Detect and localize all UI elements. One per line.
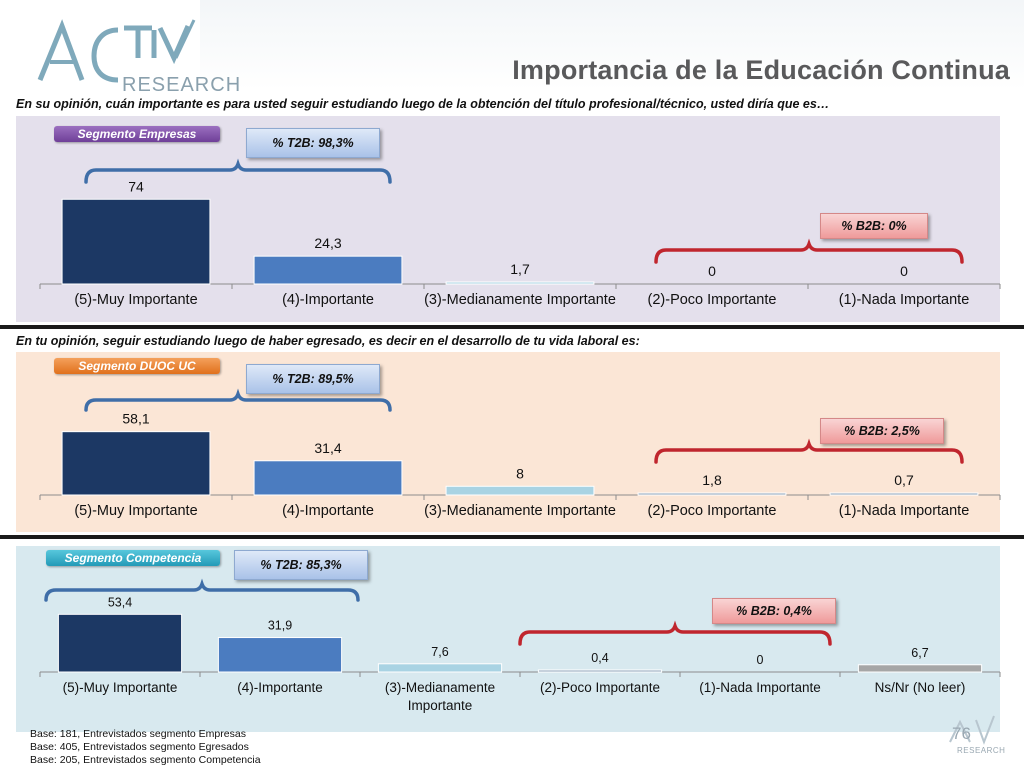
chart-1-category-label-5: (1)-Nada Importante [839,292,970,308]
segment-tag-empresas: Segmento Empresas [54,126,220,142]
chart-1-t2b-bracket [84,158,392,184]
chart-2-value-label-1: 58,1 [122,411,149,427]
base-note-egresados: Base: 405, Entrevistados segmento Egresa… [30,741,249,753]
b2b-box-competencia: % B2B: 0,4% [712,598,836,624]
chart-1-value-label-1: 74 [128,178,144,194]
b2b-box-empresas: % B2B: 0% [820,213,928,239]
chart-3-value-label-5: 0 [757,653,764,667]
chart-1-value-label-5: 0 [900,263,908,279]
b2b-box-duoc: % B2B: 2,5% [820,418,944,444]
chart-2-b2b-bracket [654,438,964,464]
segment-tag-duoc: Segmento DUOC UC [54,358,220,374]
chart-3-value-label-2: 31,9 [268,619,292,633]
logo-mark-icon [37,19,196,83]
chart-2-category-label-3: (3)-Medianamente Importante [424,503,616,519]
chart-3-value-label-6: 6,7 [911,646,928,660]
chart-1-bar-2 [253,255,403,285]
chart-1-bar-1 [61,198,211,285]
chart-2-bar-4 [637,492,787,496]
chart-1-value-label-2: 24,3 [314,235,341,251]
chart-2-category-label-5: (1)-Nada Importante [839,503,970,519]
chart-1-category-label-3: (3)-Medianamente Importante [424,292,616,308]
chart-3-bar-2 [217,637,343,673]
t2b-box-competencia: % T2B: 85,3% [234,550,368,580]
base-note-empresas: Base: 181, Entrevistados segmento Empres… [30,728,246,740]
chart-3-category-label-1: (5)-Muy Importante [63,680,178,695]
t2b-box-duoc: % T2B: 89,5% [246,364,380,394]
footer-logo-icon [949,715,995,745]
chart-3-value-label-4: 0,4 [591,651,608,665]
chart-3-bar-1 [57,613,183,673]
chart-3-t2b-bracket [44,578,360,602]
chart-2-value-label-3: 8 [516,465,524,481]
chart-2-category-label-4: (2)-Poco Importante [648,503,777,519]
chart-2-bar-3 [445,485,595,496]
footer-base-notes: Base: 181, Entrevistados segmento Empres… [30,728,261,767]
chart-2-bar-5 [829,492,979,496]
t2b-box-empresas: % T2B: 98,3% [246,128,380,158]
segment-tag-competencia: Segmento Competencia [46,550,220,566]
chart-3-bar-3 [377,663,503,673]
chart-1-category-label-1: (5)-Muy Importante [74,292,197,308]
chart-3-value-label-1: 53,4 [108,595,132,609]
chart-3-category-label-4: (2)-Poco Importante [540,680,660,695]
chart-2-value-label-4: 1,8 [702,472,722,488]
base-note-competencia: Base: 205, Entrevistados segmento Compet… [30,754,261,766]
page-title: Importancia de la Educación Continua [512,55,1010,85]
chart-2-category-label-2: (4)-Importante [282,503,374,519]
chart-3-category-label-2: (4)-Importante [237,680,323,695]
chart-3-category-label-3: Importante [408,698,473,713]
chart-3-category-label-6: Ns/Nr (No leer) [875,680,966,695]
chart-2-t2b-bracket [84,388,392,412]
chart-2-category-label-1: (5)-Muy Importante [74,503,197,519]
chart-2-bar-2 [253,460,403,496]
chart-3-category-label-5: (1)-Nada Importante [699,680,821,695]
chart-3-category-label-3: (3)-Medianamente [385,680,495,695]
chart-3-bar-6 [857,664,983,673]
footer-logo-research-text: RESEARCH [957,746,1006,755]
chart-2-bar-1 [61,431,211,496]
chart-1-category-label-4: (2)-Poco Importante [648,292,777,308]
page-number: 76 [952,724,971,743]
activa-research-logo: RESEARCH [36,18,240,98]
chart-1-bar-3 [445,281,595,285]
chart-1-b2b-bracket [654,238,964,264]
logo-research-text: RESEARCH [122,74,242,96]
separator-2 [0,535,1024,539]
chart-1-value-label-3: 1,7 [510,261,530,277]
chart-1-category-label-2: (4)-Importante [282,292,374,308]
chart-1-value-label-4: 0 [708,263,716,279]
chart-3-bar-4 [537,669,663,673]
header-background [200,0,1024,90]
question-1: En su opinión, cuán importante es para u… [16,97,830,111]
separator-1 [0,325,1024,329]
chart-2-value-label-2: 31,4 [314,440,341,456]
chart-2-value-label-5: 0,7 [894,472,914,488]
question-2: En tu opinión, seguir estudiando luego d… [16,334,640,348]
chart-3-b2b-bracket [518,620,832,646]
chart-3-value-label-3: 7,6 [431,645,448,659]
